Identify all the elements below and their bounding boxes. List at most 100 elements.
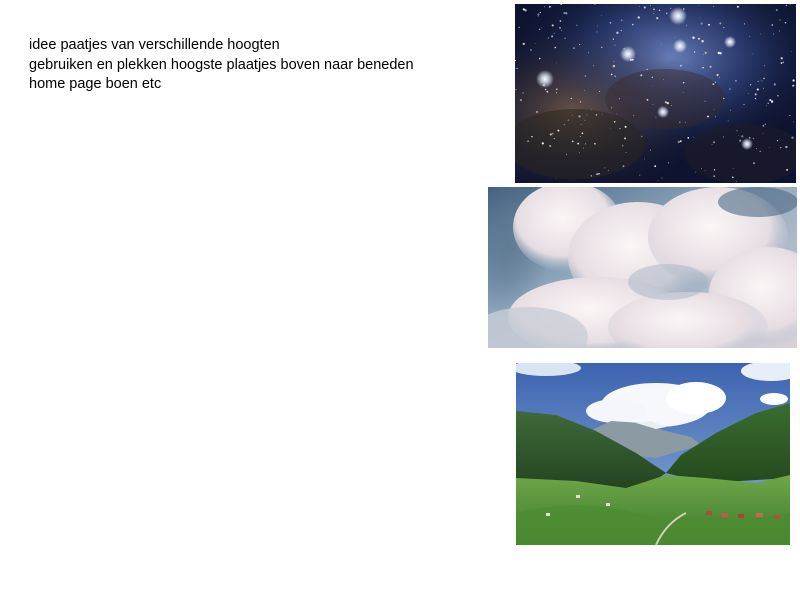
- star-dot: [714, 81, 716, 83]
- star-dot: [661, 43, 662, 45]
- star-dot: [654, 165, 657, 168]
- star-dot: [571, 140, 574, 143]
- star-dot: [596, 31, 598, 33]
- star-dot: [653, 8, 655, 11]
- star-dot: [611, 107, 613, 109]
- star-dot: [704, 51, 707, 54]
- star-dot: [773, 83, 776, 86]
- star-dot: [780, 147, 782, 149]
- star-dot: [624, 137, 626, 140]
- star-dot: [614, 44, 616, 46]
- star-dot: [767, 102, 769, 104]
- star-dot: [785, 4, 788, 7]
- star-dot: [776, 139, 779, 142]
- star-dot: [624, 125, 627, 128]
- star-dot: [614, 75, 617, 78]
- star-dot: [640, 74, 643, 77]
- star-dot: [666, 12, 668, 15]
- star-dot: [761, 80, 763, 82]
- star-dot: [561, 30, 563, 32]
- star-dot: [598, 90, 601, 93]
- star-dot: [637, 16, 640, 19]
- star-dot: [616, 113, 618, 115]
- star-dot: [652, 104, 654, 105]
- star-dot: [601, 46, 603, 49]
- star-dot: [765, 105, 767, 107]
- star-dot: [723, 136, 725, 138]
- star-dot: [522, 8, 525, 11]
- star-dot: [701, 168, 702, 169]
- star-dot: [752, 162, 756, 165]
- star-dot: [551, 132, 554, 135]
- star-dot: [792, 79, 795, 82]
- star-dot: [704, 169, 706, 171]
- star-dot: [515, 59, 517, 62]
- star-dot: [558, 26, 562, 29]
- star-dot: [638, 6, 640, 7]
- star-dot: [516, 67, 518, 70]
- star-dot: [650, 5, 651, 7]
- star-dot: [539, 11, 541, 14]
- star-dot: [612, 38, 614, 40]
- star-dot: [576, 24, 578, 26]
- star-dot: [763, 77, 765, 80]
- star-dot: [682, 92, 684, 93]
- clouds-picture: [488, 187, 797, 348]
- star-dot: [534, 43, 536, 45]
- star-dot: [687, 137, 690, 139]
- star-dot: [703, 53, 705, 55]
- star-dot: [791, 51, 792, 52]
- star-dot: [686, 24, 688, 26]
- star-dot: [555, 177, 557, 179]
- star-dot: [727, 120, 729, 122]
- star-dot: [731, 176, 734, 179]
- star-dot: [786, 168, 789, 171]
- star-dot: [667, 162, 669, 164]
- star-dot: [530, 49, 532, 51]
- star-dot: [559, 20, 562, 22]
- star-dot: [683, 82, 685, 84]
- star-dot: [651, 85, 653, 87]
- star-dot: [610, 73, 613, 76]
- star-dot: [537, 15, 539, 17]
- star-dot: [592, 65, 594, 67]
- star-dot: [679, 140, 682, 143]
- star-dot: [670, 105, 672, 106]
- star-dot: [712, 83, 715, 86]
- star-dot: [519, 99, 522, 102]
- star-dot: [625, 152, 627, 154]
- star-dot: [633, 114, 635, 116]
- star-dot: [549, 133, 552, 136]
- star-dot: [708, 23, 710, 26]
- star-dot: [622, 165, 625, 168]
- star-dot: [609, 21, 612, 24]
- note-line-1: idee paatjes van verschillende hoogten: [29, 37, 280, 53]
- star-dot: [730, 109, 732, 111]
- star-dot: [538, 28, 541, 30]
- star-dot: [622, 145, 624, 147]
- star-dot: [677, 140, 680, 144]
- star-dot: [769, 99, 772, 102]
- star-dot: [655, 116, 657, 118]
- star-dot: [693, 136, 695, 138]
- star-dot: [695, 171, 697, 173]
- star-dot: [551, 24, 554, 27]
- star-dot: [780, 62, 783, 64]
- star-dot: [670, 7, 672, 9]
- star-dot: [764, 123, 766, 125]
- star-dot: [601, 113, 603, 115]
- star-dot: [756, 88, 759, 91]
- star-dot: [701, 40, 704, 43]
- star-dot: [777, 94, 779, 97]
- star-dot: [565, 153, 568, 155]
- star-dot: [709, 65, 712, 68]
- star-dot: [541, 27, 542, 29]
- star-dot: [754, 97, 757, 100]
- star-dot: [619, 98, 621, 100]
- star-dot: [601, 15, 602, 17]
- star-dot: [567, 119, 569, 121]
- star-dot: [641, 135, 643, 137]
- star-dot: [571, 114, 573, 116]
- star-dot: [747, 93, 749, 95]
- star-dot: [646, 98, 649, 101]
